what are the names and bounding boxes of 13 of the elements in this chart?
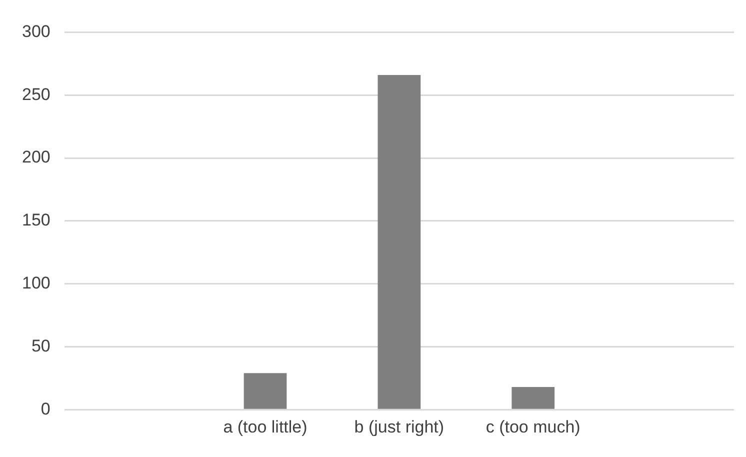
bar xyxy=(512,386,555,409)
bar xyxy=(378,74,421,409)
y-tick-label: 250 xyxy=(22,84,50,104)
y-tick-label: 300 xyxy=(22,22,50,41)
y-tick-label: 100 xyxy=(22,273,50,292)
x-tick-label: a (too little) xyxy=(223,417,308,436)
y-tick-label: 200 xyxy=(22,148,50,167)
x-tick-label: b (just right) xyxy=(354,417,444,436)
bar xyxy=(244,373,287,409)
y-tick-label: 50 xyxy=(31,336,50,356)
x-tick-label: c (too much) xyxy=(486,417,580,436)
y-tick-label: 0 xyxy=(40,399,50,418)
y-tick-label: 150 xyxy=(22,210,50,230)
